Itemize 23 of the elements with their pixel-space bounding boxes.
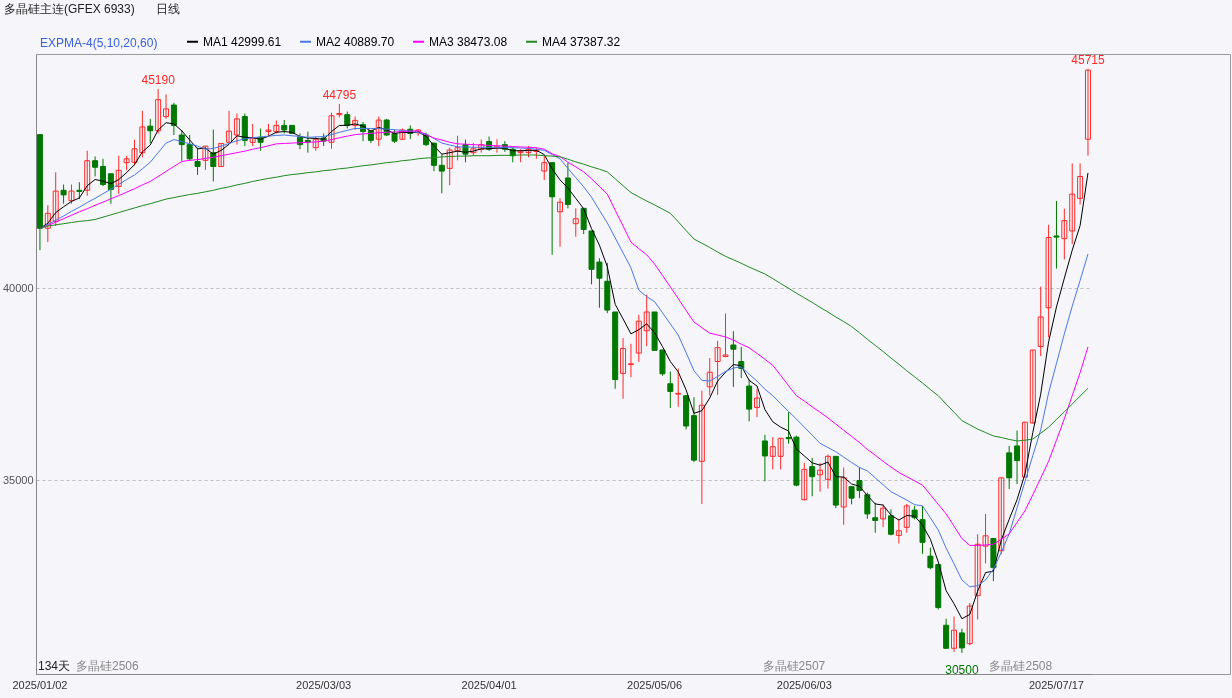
- y-tick-label: 40000: [2, 281, 34, 294]
- annotation: 45190: [141, 72, 176, 87]
- text: EXPMA-4(5,10,20,60): [40, 36, 158, 50]
- annotation: 44795: [322, 88, 357, 103]
- chart-subtitle: 日线: [156, 2, 180, 16]
- x-tick-label: 2025/05/06: [627, 678, 683, 691]
- legend-label: MA1 42999.61: [203, 34, 282, 49]
- x-tick-label: 2025/07/17: [1028, 678, 1084, 691]
- legend-label: MA3 38473.08: [429, 34, 508, 49]
- chart-title: 多晶硅主连(GFEX 6933): [4, 2, 135, 16]
- legend-label: MA4 37387.32: [542, 34, 621, 49]
- annotation: 多晶硅2506: [76, 659, 140, 673]
- annotation: 134天: [38, 659, 71, 673]
- x-tick-label: 2025/04/01: [461, 678, 517, 691]
- annotation: 多晶硅2508: [989, 659, 1053, 673]
- x-tick-label: 2025/06/03: [776, 678, 832, 691]
- annotation: 45715: [1071, 52, 1105, 67]
- legend-label: MA2 40889.70: [316, 34, 395, 49]
- x-tick-label: 2025/03/03: [296, 678, 352, 691]
- y-tick-label: 35000: [2, 473, 34, 486]
- annotation: 30500: [945, 662, 979, 677]
- x-tick-label: 2025/01/02: [12, 678, 68, 691]
- annotation: 多晶硅2507: [762, 659, 826, 673]
